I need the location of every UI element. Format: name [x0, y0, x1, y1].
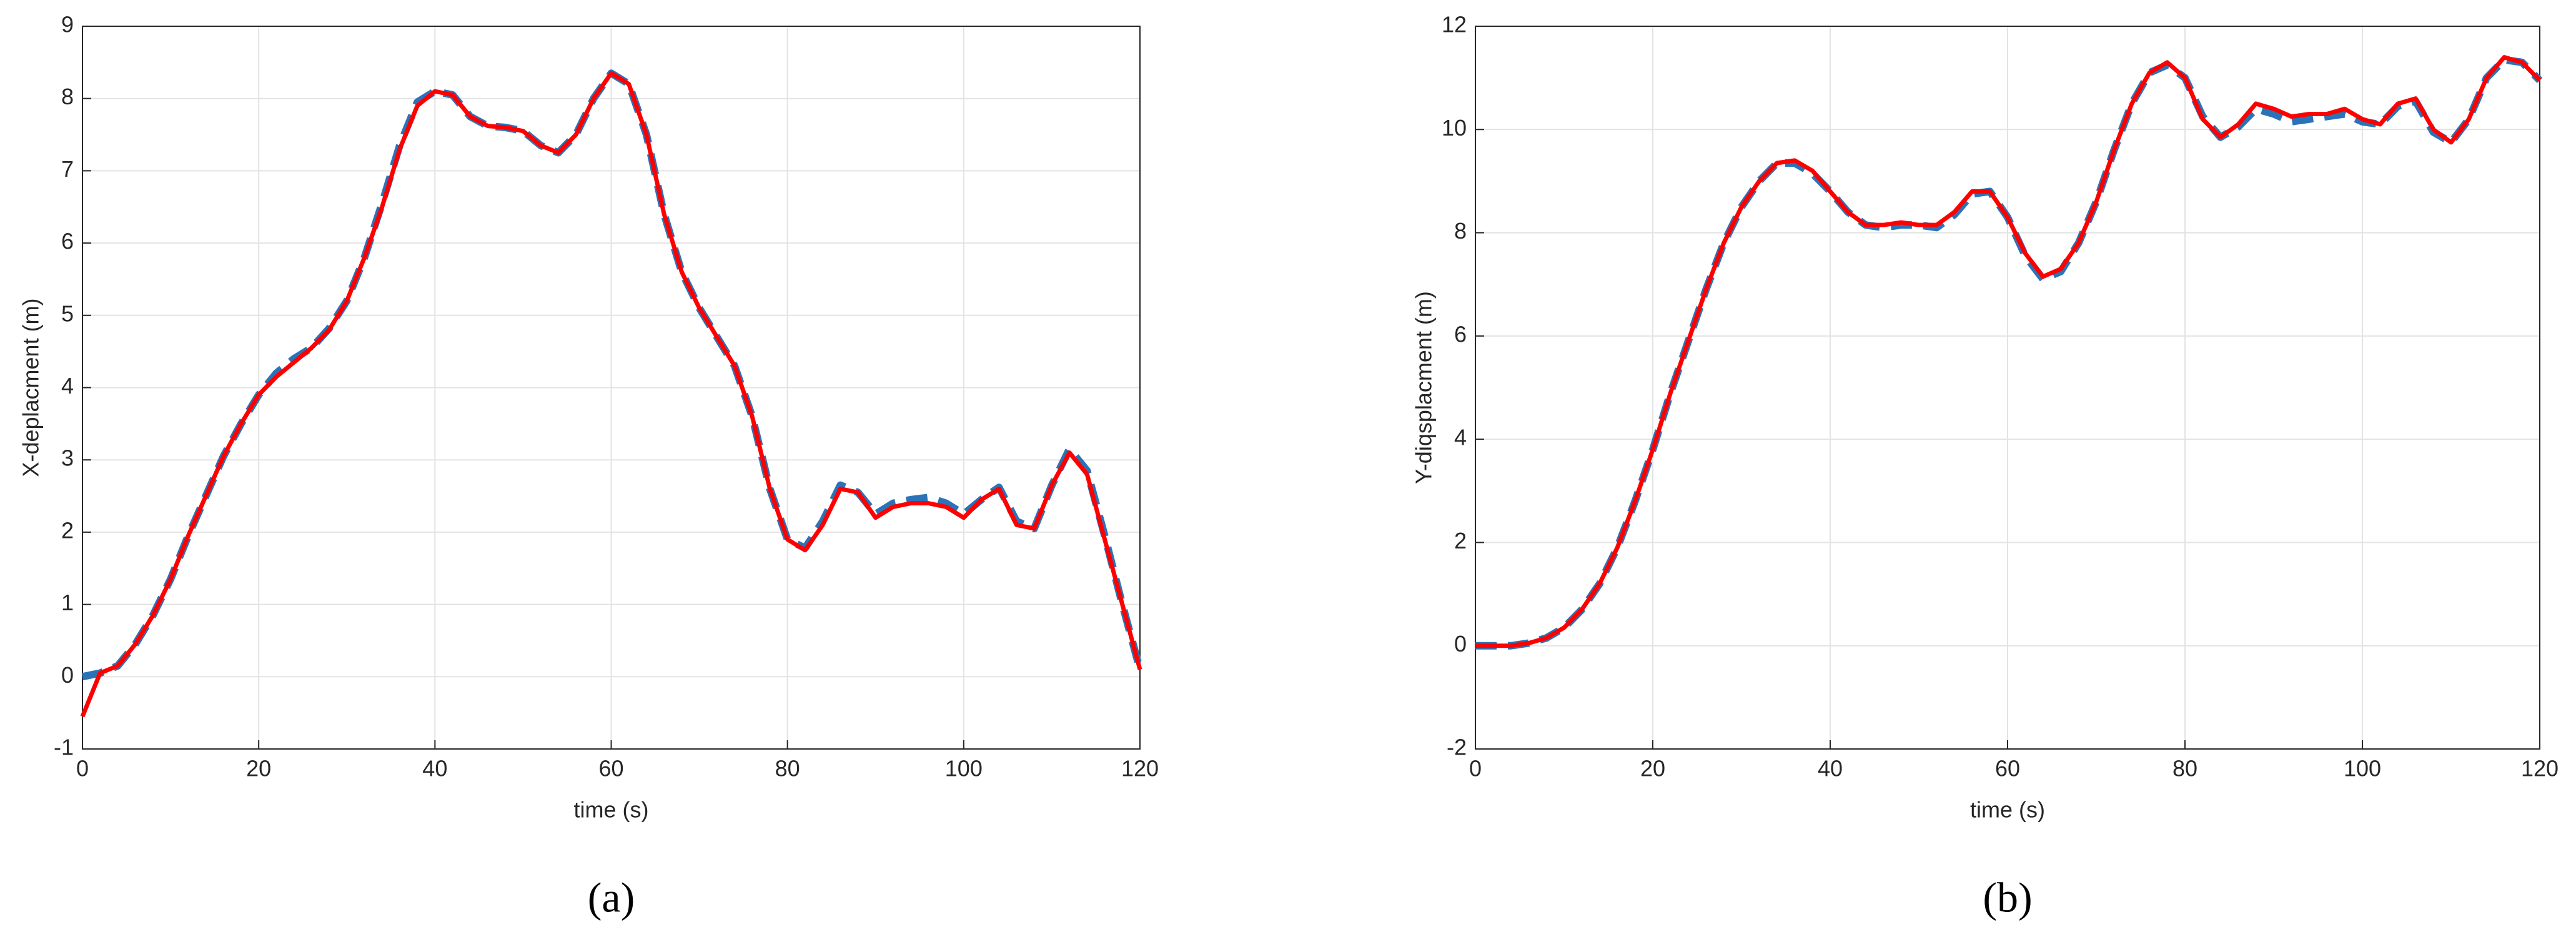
y-tick-label: 10 [1442, 115, 1467, 141]
x-tick-label: 0 [76, 756, 89, 781]
x-tick-label: 80 [775, 756, 800, 781]
x-tick-label: 20 [246, 756, 271, 781]
y-tick-label: 4 [61, 373, 74, 399]
x-tick-label: 0 [1469, 756, 1482, 781]
y-tick-label: 5 [61, 300, 74, 326]
x-tick-label: 60 [598, 756, 623, 781]
x-axis-label: time (s) [574, 797, 649, 823]
x-tick-label: 100 [945, 756, 983, 781]
y-tick-label: 8 [1454, 218, 1467, 244]
y-tick-label: -1 [54, 735, 74, 760]
y-tick-label: 8 [61, 84, 74, 109]
x-axis-label: time (s) [1970, 797, 2045, 823]
y-tick-label: 4 [1454, 425, 1467, 450]
x-tick-label: 60 [1995, 756, 2020, 781]
x-tick-label: 120 [2521, 756, 2559, 781]
estimate-line [1475, 55, 2542, 648]
panel-caption: (b) [1983, 874, 2032, 921]
y-tick-label: 2 [61, 517, 74, 543]
x-tick-label: 40 [422, 756, 447, 781]
x-tick-label: 120 [1121, 756, 1159, 781]
panel-caption: (a) [588, 874, 635, 921]
y-tick-label: 12 [1442, 12, 1467, 37]
x-tick-label: 40 [1818, 756, 1843, 781]
x-tick-label: 20 [1640, 756, 1665, 781]
y-tick-label: 0 [61, 662, 74, 688]
y-tick-label: 1 [61, 590, 74, 615]
y-axis-label: Y-diqsplacment (m) [1411, 291, 1437, 484]
y-tick-label: 7 [61, 156, 74, 182]
y-tick-label: 6 [61, 229, 74, 254]
y-tick-label: 3 [61, 445, 74, 471]
x-tick-label: 100 [2344, 756, 2381, 781]
y-tick-label: 0 [1454, 631, 1467, 657]
y-tick-label: 2 [1454, 528, 1467, 553]
y-tick-label: 9 [61, 12, 74, 37]
y-tick-label: -2 [1447, 735, 1467, 760]
plot-frame [82, 26, 1141, 750]
estimate-line [80, 71, 1142, 718]
plot-frame [1475, 26, 2540, 750]
y-tick-label: 6 [1454, 321, 1467, 347]
x-tick-label: 80 [2172, 756, 2197, 781]
y-axis-label: X-deplacment (m) [18, 298, 44, 477]
